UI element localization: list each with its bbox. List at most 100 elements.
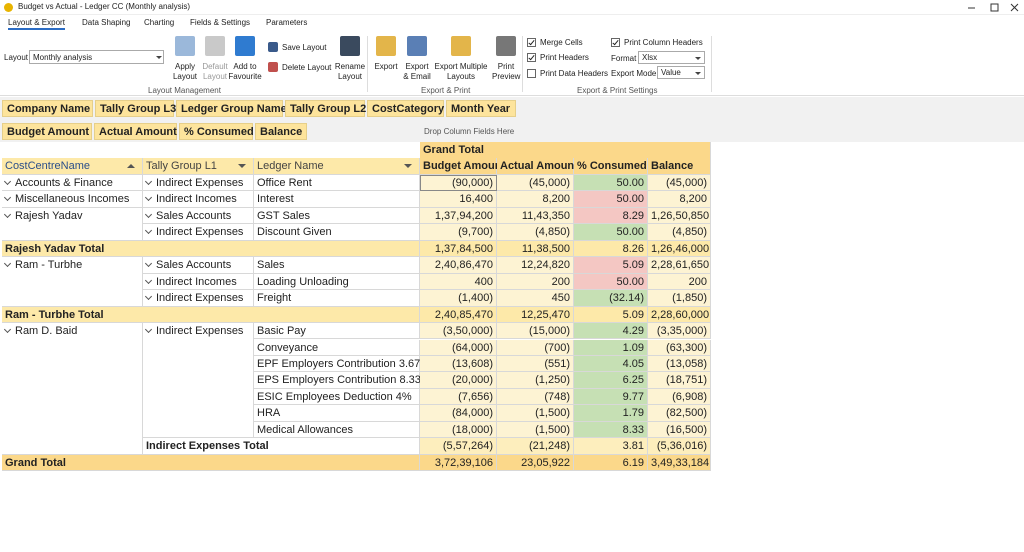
cost-centre-cell: Ram - Turbhe [2,257,143,307]
group-cell: Indirect Incomes [143,273,254,291]
total-row-label: Ram - Turbhe Total [2,306,420,324]
value-cell: (7,656) [420,388,497,406]
field-chip[interactable]: Balance [255,123,307,140]
value-cell: 8.33 [574,421,648,439]
group-cell: Indirect Expenses [143,175,254,192]
value-cell: 5.09 [574,257,648,274]
rename-button[interactable]: Rename Layout [334,62,366,81]
value-cell: (18,751) [648,372,711,389]
layout-side-button[interactable]: Delete Layout [282,63,332,72]
tab[interactable]: Data Shaping [82,18,131,27]
value-cell: 1,26,50,850 [648,207,711,225]
field-chip[interactable]: Month Year [446,100,516,117]
field-chip[interactable]: Actual Amount [94,123,177,140]
expand-toggle[interactable] [3,260,12,268]
expand-toggle[interactable] [3,326,12,334]
column-header: Balance [648,158,711,175]
value-cell: (20,000) [420,372,497,389]
value-cell: (9,700) [420,224,497,241]
field-chip[interactable]: CostCategory [367,100,444,117]
checkbox-label: Print Column Headers [624,38,703,47]
expand-toggle[interactable] [3,177,12,186]
expand-toggle[interactable] [144,276,153,284]
value-cell: 3,72,39,106 [420,454,497,472]
tab[interactable]: Layout & Export [8,18,65,30]
layout-combo[interactable]: Monthly analysis [29,50,164,64]
format-combo[interactable]: Xlsx [638,51,705,64]
combo-arrow [695,57,701,60]
ledger-cell: Loading Unloading [254,273,420,291]
tab[interactable]: Parameters [266,18,308,27]
expand-toggle[interactable] [3,210,12,218]
group-label: Export & Print [421,86,471,95]
group-cell: Indirect Expenses [143,224,254,241]
value-cell: (1,250) [497,372,574,389]
export-button[interactable]: Print Preview [492,62,521,81]
ledger-cell: ESIC Employees Deduction 4% [254,388,420,406]
layout-button[interactable]: Default Layout [202,62,228,81]
value-cell: (15,000) [497,323,574,340]
value-cell: 6.25 [574,372,648,389]
layout-side-button[interactable]: Save Layout [282,43,327,52]
field-chip[interactable]: % Consumed [179,123,254,140]
checkbox[interactable] [527,53,536,62]
field-chip[interactable]: Company Name [2,100,93,117]
cost-centre-cell: Accounts & Finance [2,175,143,192]
expand-toggle[interactable] [144,194,153,202]
value-cell: 200 [497,273,574,291]
value-cell: 1,37,84,500 [420,240,497,258]
expand-toggle[interactable] [144,326,153,334]
group-cell: Indirect Expenses [143,290,254,307]
checkbox[interactable] [527,69,536,78]
value-cell: 3,49,33,184 [648,454,711,472]
export-button[interactable]: Export [374,62,398,71]
value-cell: (90,000) [420,175,497,192]
expand-toggle[interactable] [144,293,153,301]
field-chip[interactable]: Ledger Group Name [176,100,287,117]
expand-toggle[interactable] [144,177,153,186]
checkbox[interactable] [611,38,620,47]
value-cell: 5.09 [574,306,648,324]
checkbox-label: Print Headers [540,53,589,62]
value-cell: (4,850) [497,224,574,241]
layout-button[interactable]: Add to Favourite [228,62,262,81]
field-chip[interactable]: Tally Group L3 [95,100,176,117]
title-bar: Budget vs Actual - Ledger CC (Monthly an… [0,0,1024,15]
field-chip[interactable]: Budget Amount [2,123,92,140]
value-cell: 3.81 [574,438,648,455]
tab[interactable]: Charting [144,18,175,27]
value-cell: (82,500) [648,405,711,422]
field-chip[interactable]: Tally Group L2 [285,100,366,117]
mode-value: Value [661,68,681,77]
group-cell: Sales Accounts [143,257,254,274]
mode-combo[interactable]: Value [657,66,705,79]
value-cell: (4,850) [648,224,711,241]
row-header[interactable]: Tally Group L1 [143,158,254,175]
format-value: Xlsx [642,53,658,62]
export-button[interactable]: Export Multiple Layouts [434,62,488,81]
value-cell: 1.09 [574,339,648,356]
ledger-cell: Basic Pay [254,323,420,340]
tab[interactable]: Fields & Settings [190,18,251,27]
value-cell: (13,608) [420,355,497,373]
value-cell: 4.29 [574,323,648,340]
expand-toggle[interactable] [144,210,153,218]
value-cell: 8,200 [648,191,711,208]
ledger-cell: EPS Employers Contribution 8.33% [254,372,431,389]
ledger-cell: Sales [254,257,420,274]
row-header[interactable]: Ledger Name [254,158,420,175]
layout-button[interactable]: Apply Layout [172,62,198,81]
ledger-cell: HRA [254,405,420,422]
expand-toggle[interactable] [144,260,153,268]
ledger-cell: GST Sales [254,207,420,225]
expand-toggle[interactable] [3,194,12,202]
row-header[interactable]: CostCentreName [2,158,143,175]
export-button[interactable]: Export & Email [403,62,431,81]
checkbox[interactable] [527,38,536,47]
window-title: Budget vs Actual - Ledger CC (Monthly an… [18,2,191,11]
ledger-cell: Freight [254,290,420,307]
expand-toggle[interactable] [144,227,153,235]
value-cell: (18,000) [420,421,497,439]
value-cell: 12,24,820 [497,257,574,274]
